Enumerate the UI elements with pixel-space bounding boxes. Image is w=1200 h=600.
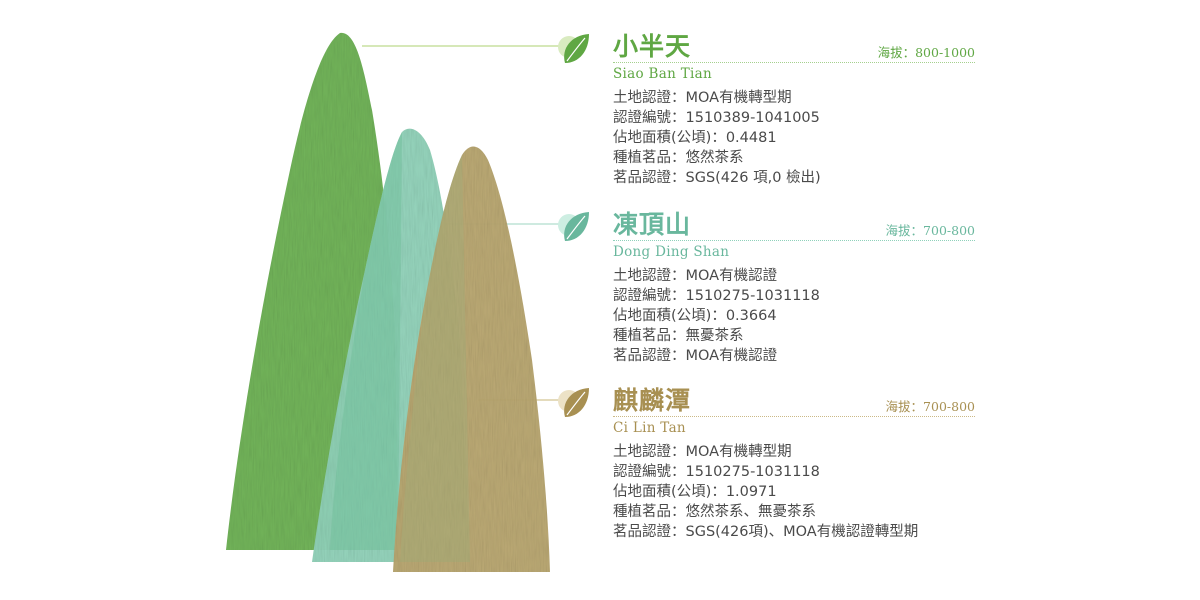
tea-certification: 茗品認證：SGS(426 項,0 檢出) <box>613 170 821 186</box>
tea-variety: 種植茗品：無憂茶系 <box>613 328 744 344</box>
entry-title: 小半天 <box>613 32 692 61</box>
entry-details: 土地認證：MOA有機認證 認證編號：1510275-1031118 佔地面積(公… <box>613 266 975 366</box>
tea-certification: 茗品認證：MOA有機認證 <box>613 348 778 364</box>
land-area: 佔地面積(公頃)：0.4481 <box>613 130 777 146</box>
land-certification: 土地認證：MOA有機認證 <box>613 268 778 284</box>
leaf-icon <box>558 212 589 241</box>
land-area: 佔地面積(公頃)：1.0971 <box>613 484 777 500</box>
entry-subtitle: Dong Ding Shan <box>613 244 730 260</box>
entry-title: 麒麟潭 <box>613 386 692 415</box>
tea-certification: 茗品認證：SGS(426項)、MOA有機認證轉型期 <box>613 524 919 540</box>
entry-title: 凍頂山 <box>613 210 692 239</box>
overlap-shade <box>330 132 402 550</box>
tea-variety: 種植茗品：悠然茶系、無憂茶系 <box>613 504 816 520</box>
entry-subtitle: Siao Ban Tian <box>613 66 712 82</box>
entry-dong-ding-shan: 凍頂山 海拔：700-800 Dong Ding Shan 土地認證：MOA有機… <box>613 210 975 366</box>
entry-subtitle: Ci Lin Tan <box>613 420 686 436</box>
entry-ci-lin-tan: 麒麟潭 海拔：700-800 Ci Lin Tan 土地認證：MOA有機轉型期 … <box>613 386 975 542</box>
entry-siao-ban-tian: 小半天 海拔：800-1000 Siao Ban Tian 土地認證：MOA有機… <box>613 32 975 188</box>
mountain-tan <box>393 146 550 573</box>
land-certification: 土地認證：MOA有機轉型期 <box>613 90 792 106</box>
entry-details: 土地認證：MOA有機轉型期 認證編號：1510389-1041005 佔地面積(… <box>613 88 975 188</box>
altitude-label: 海拔：700-800 <box>885 223 975 238</box>
overlap-shade-2 <box>400 155 470 562</box>
certification-number: 認證編號：1510275-1031118 <box>613 464 820 480</box>
tea-variety: 種植茗品：悠然茶系 <box>613 150 744 166</box>
leaf-icon <box>558 388 589 417</box>
altitude-label: 海拔：800-1000 <box>877 45 975 60</box>
altitude-label: 海拔：700-800 <box>885 399 975 414</box>
leaf-icon <box>558 34 589 63</box>
land-area: 佔地面積(公頃)：0.3664 <box>613 308 777 324</box>
entry-header: 凍頂山 海拔：700-800 <box>613 210 975 241</box>
land-certification: 土地認證：MOA有機轉型期 <box>613 444 792 460</box>
certification-number: 認證編號：1510275-1031118 <box>613 288 820 304</box>
entry-details: 土地認證：MOA有機轉型期 認證編號：1510275-1031118 佔地面積(… <box>613 442 975 542</box>
entry-header: 小半天 海拔：800-1000 <box>613 32 975 63</box>
certification-number: 認證編號：1510389-1041005 <box>613 110 820 126</box>
entry-header: 麒麟潭 海拔：700-800 <box>613 386 975 417</box>
